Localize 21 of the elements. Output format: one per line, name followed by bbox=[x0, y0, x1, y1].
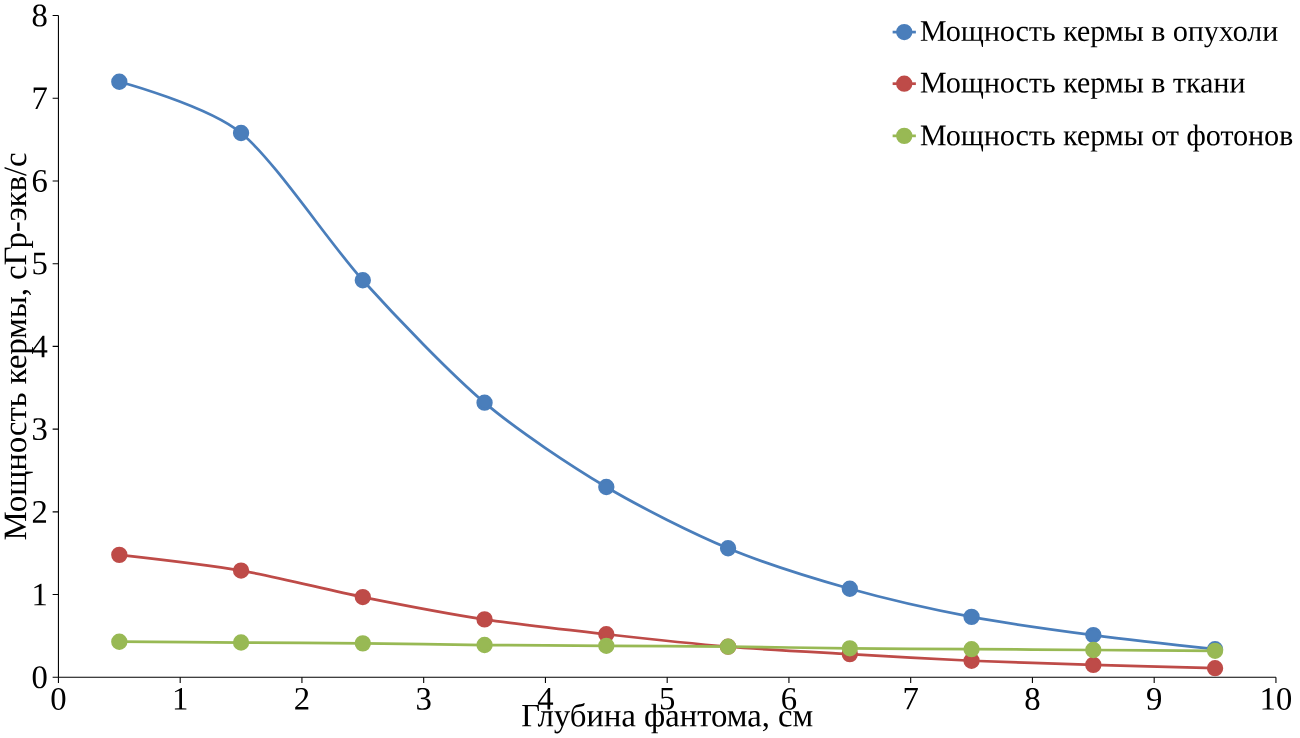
x-tick-label: 9 bbox=[1147, 687, 1161, 710]
y-tick-label: 8 bbox=[32, 4, 47, 27]
y-tick-label: 2 bbox=[32, 501, 47, 523]
x-tick-label: 3 bbox=[417, 687, 431, 710]
y-tick-label: 5 bbox=[33, 252, 47, 275]
y-tick-label: 0 bbox=[32, 666, 47, 689]
y-tick-label: 7 bbox=[33, 87, 47, 109]
x-tick-label: 0 bbox=[51, 687, 66, 710]
y-tick-label: 3 bbox=[33, 418, 47, 441]
legend-label: Мощность кермы в ткани bbox=[920, 72, 1245, 99]
legend-label: Мощность кермы в опухоли bbox=[920, 21, 1278, 48]
y-tick-label: 6 bbox=[32, 170, 47, 192]
legend-label: Мощность кермы от фотонов bbox=[920, 124, 1293, 152]
x-tick-label: 10 bbox=[1262, 687, 1292, 710]
y-tick-label: 4 bbox=[32, 335, 48, 358]
x-tick-label: 7 bbox=[904, 687, 918, 710]
x-tick-label: 1 bbox=[174, 687, 187, 710]
x-tick-label: 8 bbox=[1025, 687, 1040, 710]
y-tick-label: 1 bbox=[34, 583, 46, 606]
y-axis-title: Мощность кермы, сГр-экв/с bbox=[4, 153, 34, 540]
x-tick-label: 2 bbox=[295, 687, 309, 710]
